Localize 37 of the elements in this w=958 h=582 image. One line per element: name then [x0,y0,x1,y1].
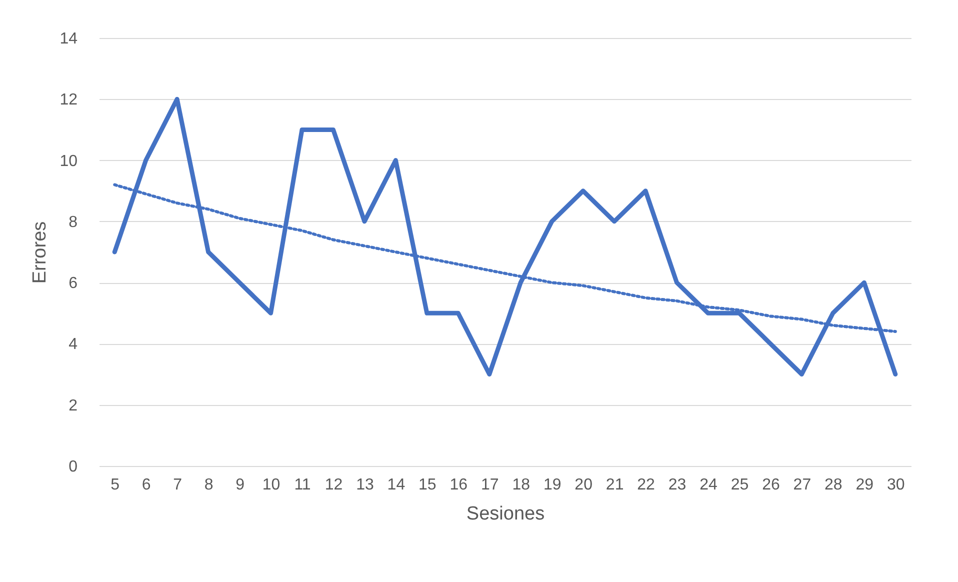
y-axis-title: Errores [30,221,51,284]
x-tick-label: 19 [543,476,562,494]
x-tick-label: 12 [324,476,343,494]
x-tick-label: 17 [480,476,499,494]
x-tick-label: 8 [204,476,214,494]
x-tick-label: 10 [262,476,280,494]
x-axis-title: Sesiones [466,504,545,524]
x-tick-label: 22 [637,476,656,494]
y-tick-label: 6 [68,275,78,292]
x-tick-label: 29 [856,476,874,494]
y-tick-label: 12 [60,92,78,109]
x-tick-label: 28 [824,476,842,494]
x-tick-label: 26 [762,476,780,494]
y-tick-label: 10 [60,152,78,170]
x-tick-label: 20 [574,476,593,494]
x-tick-label: 7 [173,476,182,494]
x-tick-label: 9 [236,476,245,494]
x-tick-label: 21 [606,476,624,494]
x-tick-label: 6 [142,476,151,494]
x-tick-label: 25 [730,476,749,494]
x-tick-label: 18 [512,476,530,494]
y-tick-label: 14 [60,30,78,48]
x-tick-label: 14 [387,476,406,494]
x-tick-label: 30 [886,476,905,494]
x-tick-label: 27 [793,476,812,494]
x-tick-label: 5 [110,476,120,494]
x-tick-label: 24 [700,476,718,494]
y-tick-label: 8 [68,214,78,231]
x-tick-label: 13 [356,476,374,494]
x-tick-label: 15 [418,476,436,494]
x-tick-label: 23 [668,476,686,494]
y-tick-label: 2 [68,397,78,414]
line-series [112,96,898,377]
y-tick-label: 4 [68,336,78,354]
y-tick-label: 0 [68,458,78,476]
x-tick-label: 11 [294,476,311,494]
x-tick-label: 16 [450,476,468,494]
